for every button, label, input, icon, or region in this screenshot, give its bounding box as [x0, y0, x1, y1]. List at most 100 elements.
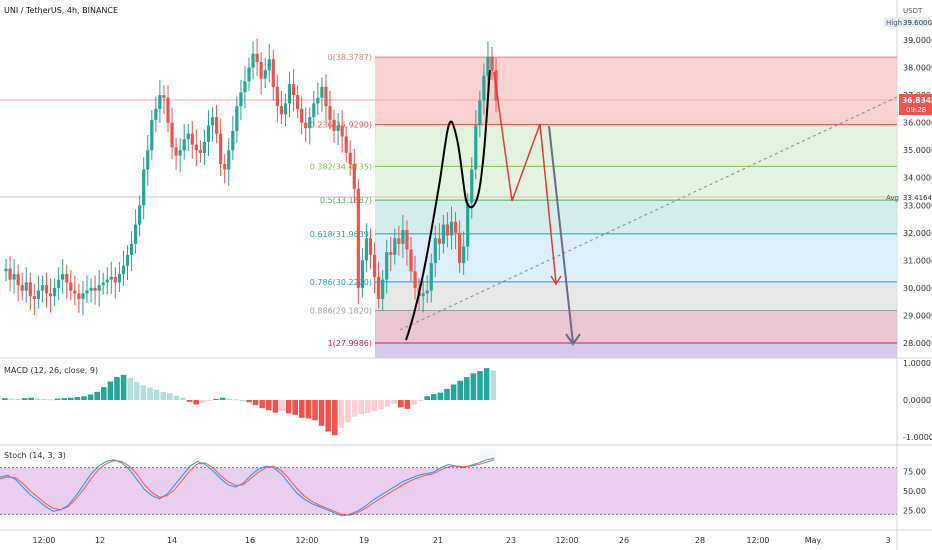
arrowhead-icon — [550, 275, 562, 286]
candle-body — [61, 274, 65, 280]
fib-zone — [375, 124, 897, 167]
candle-body — [105, 279, 109, 283]
macd-bar — [404, 400, 411, 409]
time-tick-label: 16 — [245, 536, 255, 545]
macd-bar — [173, 395, 180, 400]
candle-body — [304, 122, 308, 129]
fib-zone — [375, 57, 897, 125]
countdown-timer: 09:28 — [906, 106, 926, 114]
candle-body — [308, 117, 312, 129]
candle-body — [117, 274, 121, 283]
price-tick-label: 30.0000 — [903, 284, 932, 293]
candle-body — [364, 238, 369, 261]
candle-body — [445, 224, 450, 236]
macd-bar — [285, 400, 292, 414]
candle-body — [8, 268, 12, 280]
candle-body — [332, 119, 336, 131]
last-price-value: 36.8345 — [902, 96, 932, 105]
candle-body — [377, 276, 381, 299]
high-badge — [884, 17, 930, 27]
candle-body — [466, 202, 470, 247]
macd-bar — [490, 370, 496, 400]
freehand-drawing[interactable] — [405, 69, 491, 341]
candle-body — [206, 125, 211, 142]
candle-body — [57, 279, 61, 288]
macd-bar — [41, 398, 48, 400]
macd-title[interactable]: MACD (12, 26, close, 9) — [4, 366, 98, 375]
candle-body — [12, 274, 16, 280]
fib-level-label: 0.786(30.2200) — [310, 278, 372, 287]
candle-body — [336, 125, 340, 131]
stoch-title[interactable]: Stoch (14, 3, 3) — [4, 451, 66, 460]
candle-body — [397, 238, 401, 244]
candle-body — [166, 97, 170, 123]
fib-zone — [375, 200, 897, 234]
candle-body — [158, 95, 162, 109]
candle-body — [279, 106, 283, 115]
candle-body — [490, 56, 494, 71]
candle-body — [202, 141, 207, 153]
price-tick-label: 32.0000 — [903, 229, 932, 238]
time-tick-label: 3 — [885, 536, 890, 545]
macd-bar — [213, 398, 219, 400]
candle-body — [36, 290, 40, 299]
candle-body — [113, 276, 117, 283]
macd-bar — [483, 368, 490, 400]
candle-body — [393, 238, 397, 255]
high-value: 39.6000 — [903, 19, 932, 27]
projection-arrow-gray[interactable] — [548, 125, 574, 344]
macd-bar — [74, 397, 81, 400]
time-tick-label: 12 — [95, 536, 105, 545]
candle-body — [121, 265, 126, 275]
candle-body — [97, 285, 101, 291]
candle-body — [215, 117, 219, 134]
fibonacci-retracement[interactable]: 0(38.3787) 0.236(35.9290) 0.382(34.4135) 0.… — [310, 53, 897, 358]
fib-level-label: 1(27.9986) — [328, 339, 372, 348]
candle-body — [283, 103, 288, 115]
candle-body — [24, 282, 28, 291]
stoch-tick-label: 50.00 — [903, 487, 926, 496]
candle-body — [235, 106, 239, 131]
macd-bar — [252, 400, 259, 406]
candle-body — [413, 271, 417, 288]
stoch-band — [0, 467, 897, 515]
candle-body — [348, 152, 352, 164]
price-axis[interactable]: 28.0000 29.0000 30.0000 31.0000 32.0000 33.00… — [903, 36, 932, 348]
candle-body — [255, 53, 259, 63]
time-axis[interactable]: 12:00 12 14 16 12:00 19 21 23 12:00 26 28 12:00 May 3 — [32, 536, 890, 545]
macd-bar — [417, 400, 424, 402]
macd-bar — [279, 400, 285, 412]
symbol-title[interactable]: UNI / TetherUS, 4h, BINANCE — [4, 6, 118, 15]
macd-bar — [8, 398, 15, 400]
candle-body — [223, 163, 227, 170]
fib-zone — [375, 281, 897, 311]
candle-body — [178, 150, 182, 156]
candle-body — [385, 252, 389, 280]
candle-body — [194, 144, 198, 151]
candle-body — [134, 224, 138, 244]
candle-body — [101, 282, 105, 286]
candle-body — [48, 293, 53, 297]
macd-bar — [450, 384, 457, 400]
macd-bar — [345, 400, 351, 423]
projection-arrow-red[interactable] — [493, 71, 557, 284]
time-tick-label: 12:00 — [746, 536, 769, 545]
candle-body — [356, 188, 360, 288]
fib-level-label: 0.382(34.4135) — [310, 162, 372, 171]
macd-bar — [68, 397, 74, 400]
candle-body — [93, 287, 97, 291]
candle-body — [174, 147, 178, 156]
macd-bar — [325, 400, 331, 432]
macd-bar — [81, 396, 87, 400]
candle-body — [109, 276, 113, 280]
fib-zone — [375, 343, 897, 358]
macd-bar — [332, 400, 338, 436]
trend-line[interactable] — [399, 96, 898, 331]
macd-tick-label: -1.0000 — [903, 433, 932, 442]
macd-tick-label: 1.0000 — [903, 359, 931, 368]
candle-body — [227, 150, 231, 170]
candle-body — [4, 268, 8, 272]
candle-body — [65, 274, 69, 283]
fib-level-label: 0(38.3787) — [328, 53, 372, 62]
